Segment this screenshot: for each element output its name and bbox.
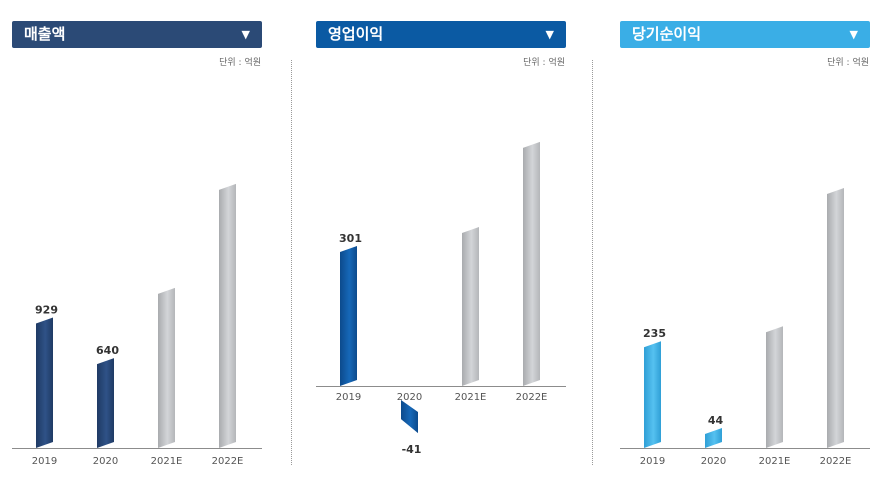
value-label-2019: 301 [339, 232, 362, 245]
chevron-down-icon: ▼ [849, 28, 858, 41]
value-label-2019: 929 [35, 303, 58, 316]
net-income-dropdown[interactable]: 당기순이익 ▼ [620, 21, 870, 48]
chevron-down-icon: ▼ [241, 28, 250, 41]
value-label-2020: 640 [96, 344, 119, 357]
x-tick-label: 2019 [32, 456, 57, 467]
net-income-title: 당기순이익 [632, 25, 702, 43]
bar-2022E [219, 183, 236, 449]
x-tick-label: 2020 [701, 456, 726, 467]
x-tick-label: 2022E [820, 456, 852, 467]
revenue-title: 매출액 [24, 25, 66, 43]
bar-2021E [462, 226, 479, 386]
x-tick-label: 2021E [759, 456, 791, 467]
x-tick-label: 2021E [151, 456, 183, 467]
bar-2020 [97, 358, 114, 448]
bar-2021E [158, 287, 175, 448]
bar-2020 [401, 400, 418, 434]
bar-2022E [827, 188, 844, 448]
value-label-2019: 235 [643, 327, 666, 340]
value-label-2020: -41 [402, 443, 422, 456]
value-label-2020: 44 [708, 414, 724, 427]
divider [592, 60, 593, 465]
operating-income-unit-label: 단위 : 억원 [523, 58, 565, 68]
panel-net-income: 당기순이익 ▼ 단위 : 억원 235 2019 44 2020 2021E 2022E [608, 0, 876, 486]
panel-revenue: 매출액 ▼ 단위 : 억원 929 2019 640 2020 2021E 2022E [0, 0, 268, 486]
net-income-unit-label: 단위 : 억원 [827, 58, 869, 68]
x-tick-label: 2021E [455, 392, 487, 403]
x-tick-label: 2019 [336, 392, 361, 403]
bar-2022E [523, 141, 540, 386]
x-tick-label: 2020 [93, 456, 118, 467]
operating-income-bar-chart: 301 2019 -41 2020 2021E 2022E [316, 141, 566, 456]
panel-operating-income: 영업이익 ▼ 단위 : 억원 301 2019 -41 2020 2021E 2022E [304, 0, 572, 486]
x-tick-label: 2022E [516, 392, 548, 403]
operating-income-title: 영업이익 [328, 25, 384, 43]
chevron-down-icon: ▼ [545, 28, 554, 41]
x-tick-label: 2019 [640, 456, 665, 467]
bar-2019 [36, 317, 53, 448]
bar-2020 [705, 428, 722, 448]
revenue-bar-chart: 929 2019 640 2020 2021E 2022E [12, 183, 262, 467]
divider [291, 60, 292, 465]
net-income-bar-chart: 235 2019 44 2020 2021E 2022E [620, 188, 870, 467]
revenue-dropdown[interactable]: 매출액 ▼ [12, 21, 262, 48]
bar-2019 [644, 341, 661, 448]
x-tick-label: 2022E [212, 456, 244, 467]
bar-2019 [340, 246, 357, 386]
operating-income-dropdown[interactable]: 영업이익 ▼ [316, 21, 566, 48]
x-tick-label: 2020 [397, 392, 422, 403]
bar-2021E [766, 326, 783, 448]
revenue-unit-label: 단위 : 억원 [219, 58, 261, 68]
